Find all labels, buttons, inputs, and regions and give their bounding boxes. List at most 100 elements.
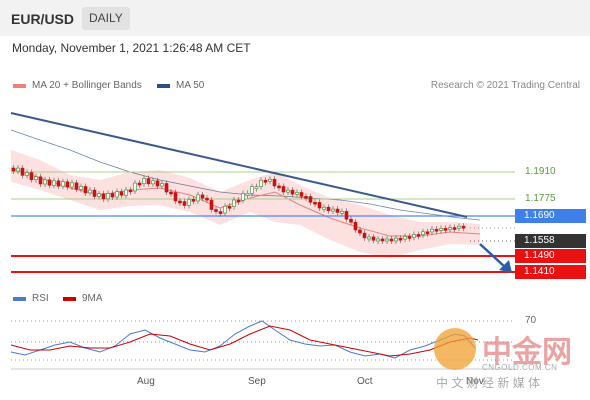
- resistance-1-label: 1.1775: [525, 193, 556, 204]
- current-price-tag: 1.1558: [515, 234, 586, 248]
- rsi-line: [10, 320, 476, 359]
- candle: [448, 227, 452, 230]
- candle: [241, 193, 245, 201]
- ma9-label: 9MA: [82, 293, 103, 304]
- candle: [259, 179, 263, 187]
- x-tick-nov: Nov: [466, 376, 484, 387]
- candle: [349, 218, 353, 223]
- candle: [385, 238, 389, 242]
- candle: [155, 180, 160, 187]
- legend-rsi: RSI: [13, 293, 49, 304]
- candle: [304, 196, 308, 199]
- candle: [83, 186, 88, 194]
- candle: [214, 209, 218, 212]
- downtrend-line: [10, 112, 468, 218]
- candle: [52, 180, 56, 186]
- candle: [128, 189, 133, 193]
- candle: [205, 197, 209, 201]
- candle: [308, 196, 313, 203]
- rsi-ma9-line: [10, 325, 479, 357]
- candle: [47, 179, 52, 186]
- candle: [272, 178, 277, 187]
- x-tick-sep: Sep: [248, 376, 266, 387]
- candle: [160, 183, 164, 187]
- candle: [74, 182, 79, 190]
- candle: [61, 181, 65, 187]
- candle: [430, 228, 434, 233]
- candle: [119, 191, 124, 196]
- rsi-70-label: 70: [525, 315, 537, 326]
- candle: [416, 234, 421, 237]
- rsi-label: RSI: [32, 293, 49, 304]
- candle: [200, 194, 205, 199]
- candle: [191, 199, 196, 202]
- candle: [313, 201, 317, 205]
- ma50-label: MA 50: [176, 80, 205, 91]
- candle: [434, 228, 439, 232]
- candle: [457, 225, 461, 229]
- candle: [317, 202, 322, 209]
- candle: [38, 176, 43, 185]
- currency-pair-title: EUR/USD: [11, 11, 75, 27]
- bollinger-band: [11, 150, 480, 258]
- ma50-line: [10, 129, 481, 221]
- candle: [223, 205, 227, 214]
- candle: [65, 181, 70, 188]
- candle: [326, 206, 331, 211]
- candle: [358, 229, 362, 234]
- candle: [245, 193, 250, 196]
- candle: [137, 182, 142, 186]
- candle: [331, 208, 335, 212]
- candle: [263, 179, 268, 183]
- candle: [376, 238, 380, 242]
- candle: [380, 238, 385, 242]
- candle: [115, 191, 119, 198]
- candle: [407, 236, 412, 239]
- candle: [439, 228, 443, 231]
- watermark-logo-icon: [434, 328, 476, 370]
- candle: [133, 182, 137, 192]
- candle: [142, 178, 146, 185]
- candle: [101, 193, 106, 200]
- candle: [412, 234, 416, 238]
- candle: [25, 172, 29, 176]
- candle: [106, 193, 110, 200]
- x-tick-oct: Oct: [357, 376, 373, 387]
- research-credit: Research © 2021 Trading Central: [430, 80, 580, 91]
- candle: [286, 189, 290, 193]
- candle: [394, 237, 398, 242]
- candle: [362, 232, 367, 239]
- timeframe-badge[interactable]: DAILY: [82, 7, 130, 30]
- candle: [124, 189, 128, 196]
- candle: [34, 176, 38, 180]
- candle: [227, 205, 232, 209]
- candle: [169, 191, 173, 195]
- watermark-sub: 中 文 财 经 新 媒 体: [436, 376, 541, 390]
- candle: [353, 221, 358, 231]
- candle: [344, 211, 349, 220]
- candle: [443, 228, 448, 231]
- ma20-label: MA 20 + Bollinger Bands: [32, 80, 142, 91]
- candle: [335, 208, 340, 213]
- watermark-main: 中金网: [482, 335, 572, 370]
- candle: [178, 200, 182, 204]
- candle: [70, 182, 74, 188]
- candle: [254, 186, 259, 189]
- rsi-swatch: [13, 296, 26, 301]
- candle: [110, 193, 115, 198]
- candle: [209, 199, 214, 210]
- ma9-swatch: [63, 296, 76, 301]
- candle: [88, 189, 92, 194]
- candle: [218, 211, 223, 214]
- candle: [340, 211, 344, 214]
- candle: [398, 237, 403, 241]
- legend-ma20: MA 20 + Bollinger Bands: [13, 80, 142, 91]
- ma50-swatch: [157, 83, 170, 88]
- candle: [151, 180, 155, 185]
- pivot-tag: 1.1690: [515, 209, 586, 223]
- candle: [403, 236, 407, 240]
- candle: [425, 231, 430, 235]
- watermark-domain: CNGOLD.COM.CN: [482, 363, 558, 372]
- support-2-tag: 1.1410: [515, 265, 586, 279]
